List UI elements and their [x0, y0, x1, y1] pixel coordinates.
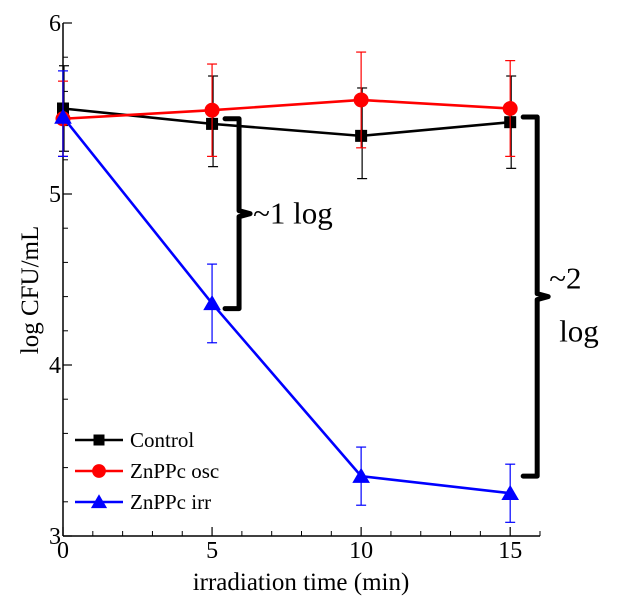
series-znppc-osc — [55, 51, 518, 157]
y-tick-label: 4 — [49, 353, 61, 379]
annotation-label: log — [559, 314, 599, 349]
series-layer — [54, 51, 520, 523]
legend-marker — [93, 434, 105, 446]
legend-label: ZnPPc irr — [130, 490, 211, 514]
data-point — [204, 102, 220, 118]
y-axis-title: log CFU/mL — [17, 226, 44, 355]
x-axis-title: irradiation time (min) — [193, 569, 410, 596]
series-line — [61, 116, 511, 495]
legend-item: ZnPPc irr — [75, 490, 211, 514]
series-control — [57, 65, 517, 180]
x-tick-label: 10 — [349, 538, 373, 564]
y-tick-label: 6 — [49, 11, 61, 37]
x-tick-label: 0 — [57, 538, 69, 564]
legend: Control ZnPPc osc ZnPPc irr — [75, 428, 219, 514]
x-tick-label: 15 — [498, 538, 522, 564]
data-point — [353, 92, 369, 108]
annotation-label: ~2 — [549, 261, 581, 296]
legend-marker — [92, 464, 106, 478]
series-znppc-irr — [54, 70, 520, 523]
y-tick-label: 5 — [49, 182, 61, 208]
series-line — [62, 98, 511, 121]
annotation-brace: ~1 log — [222, 116, 333, 312]
brace-path — [222, 116, 253, 312]
y-tick-label: 3 — [49, 524, 61, 550]
legend-label: ZnPPc osc — [130, 459, 219, 483]
data-point — [54, 108, 72, 124]
annotation-label: ~1 log — [253, 196, 333, 231]
data-point — [501, 484, 520, 500]
annotation-brace: ~2 log — [520, 114, 599, 479]
legend-marker — [90, 494, 108, 509]
annotation-layer: ~1 log ~2 log — [222, 114, 599, 479]
series-line — [62, 107, 511, 138]
legend-label: Control — [130, 428, 194, 452]
data-point — [203, 295, 221, 311]
x-tick-label: 5 — [206, 538, 218, 564]
data-point — [502, 101, 518, 116]
plot-area: 0 5 10 15 3 4 5 6 — [49, 11, 541, 564]
legend-item: Control — [75, 428, 194, 452]
legend-item: ZnPPc osc — [75, 459, 219, 483]
brace-path — [520, 114, 551, 479]
data-point — [352, 467, 370, 483]
